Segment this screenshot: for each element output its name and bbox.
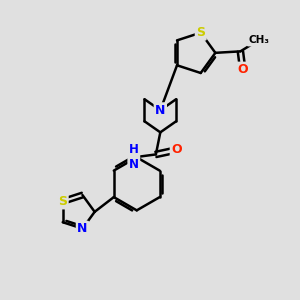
Text: O: O [171,143,182,157]
Text: N: N [77,222,88,235]
Text: S: S [58,195,67,208]
Text: N: N [155,104,166,117]
Text: H
N: H N [129,143,139,171]
Text: S: S [196,26,205,39]
Text: CH₃: CH₃ [248,35,269,45]
Text: O: O [237,63,248,76]
